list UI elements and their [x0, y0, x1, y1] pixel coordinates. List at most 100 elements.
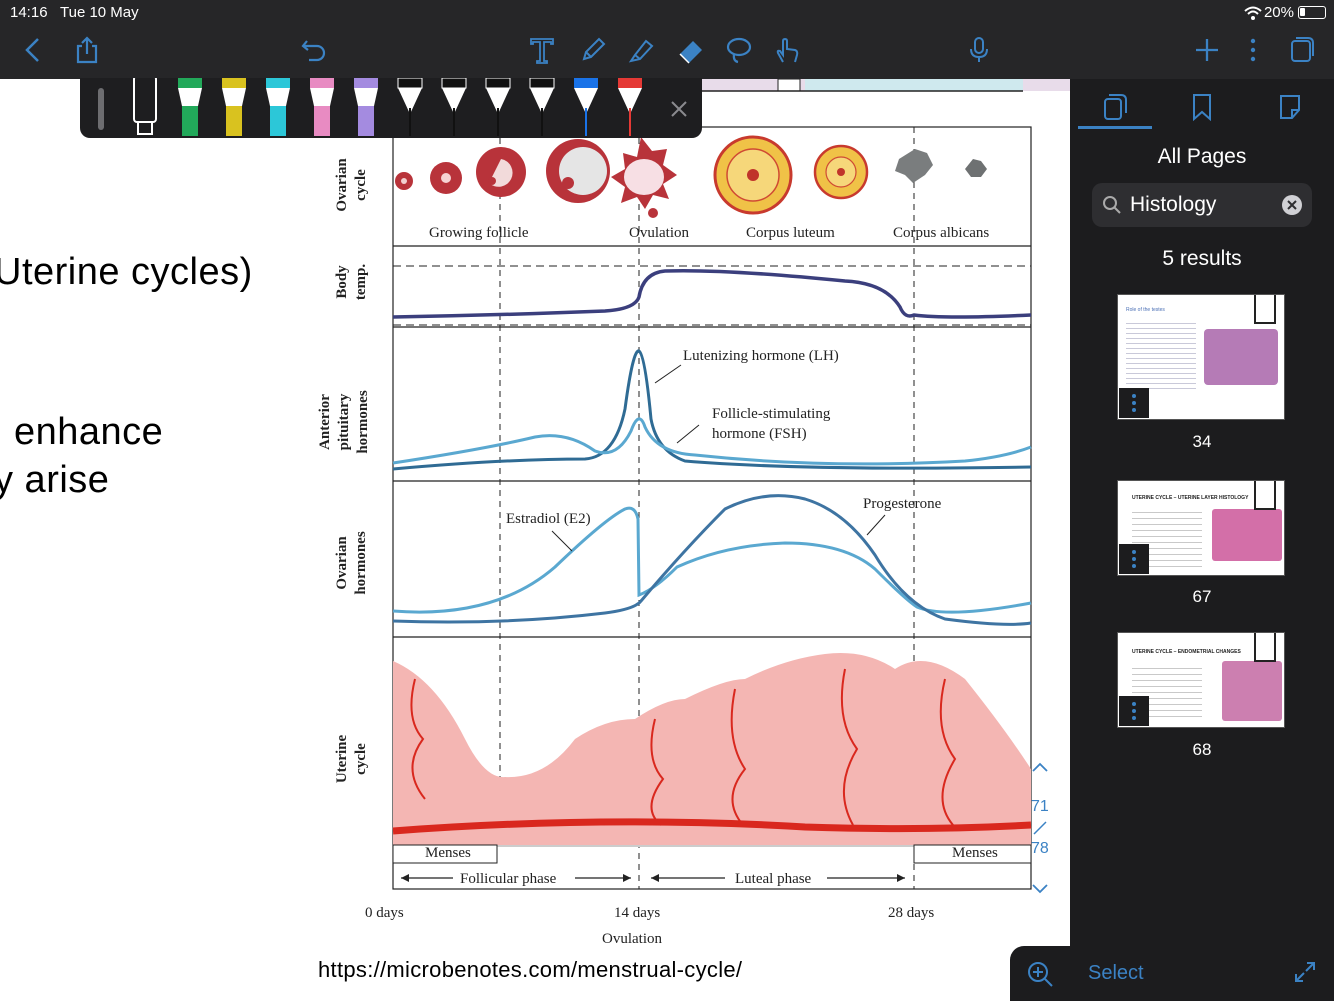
stage-label: Growing follicle [429, 225, 529, 241]
pen-marker-outline[interactable] [133, 78, 157, 135]
row-label: Body [334, 265, 350, 299]
axis-label-ovulation: Ovulation [602, 931, 662, 947]
slide-page: Uterine cycles) l enhance y arise [0, 79, 305, 1001]
zoom-button[interactable] [1010, 946, 1070, 1001]
pen-black-2[interactable] [441, 78, 467, 136]
page-thumbnail[interactable]: UTERINE CYCLE – ENDOMETRIAL CHANGES [1117, 632, 1285, 728]
pen-blue[interactable] [574, 78, 598, 136]
highlighter-pink[interactable] [310, 78, 334, 136]
estradiol-curve [392, 506, 1032, 614]
menses-label: Menses [425, 845, 471, 861]
pages-sidebar: All Pages Histology 5 results Role of th… [1070, 79, 1334, 1001]
slide-text-line: y arise [0, 459, 110, 501]
thumbnail-page-number: 68 [1192, 740, 1212, 759]
pen-black-1[interactable] [397, 78, 423, 136]
more-vertical-icon[interactable] [1236, 32, 1270, 68]
fsh-label: hormone (FSH) [712, 426, 807, 442]
back-chevron-icon[interactable] [16, 32, 50, 68]
battery-percent: 20% [1263, 4, 1294, 21]
menstrual-cycle-figure: Ovarian cycle Body temp. Anterior pituit… [305, 78, 1078, 949]
text-tool-icon[interactable] [525, 32, 559, 68]
row-label: temp. [353, 264, 369, 300]
undo-icon[interactable] [297, 32, 331, 68]
progesterone-curve [392, 494, 1032, 626]
battery-icon [1298, 6, 1326, 19]
stage-label: Corpus albicans [893, 225, 989, 241]
stage-label: Ovulation [629, 225, 689, 241]
share-icon[interactable] [70, 32, 104, 68]
palette-handle[interactable] [98, 88, 104, 130]
pen-black-4[interactable] [529, 78, 555, 136]
pages-tab-icon[interactable] [1086, 85, 1146, 129]
thumbnail-page-number: 67 [1192, 587, 1212, 606]
row-label: cycle [353, 169, 369, 201]
endometrium-illustration [392, 653, 1032, 847]
hand-touch-icon[interactable] [770, 32, 804, 68]
thumbnail-title: UTERINE CYCLE – ENDOMETRIAL CHANGES [1132, 649, 1241, 655]
eraser-icon[interactable] [674, 32, 708, 68]
wifi-icon [1244, 6, 1262, 20]
thumbnail-menu-icon[interactable] [1119, 696, 1149, 726]
thumbnail-title: Role of the testes [1126, 307, 1165, 313]
close-palette-icon[interactable] [670, 100, 688, 118]
pen-black-3[interactable] [485, 78, 511, 136]
highlighter-green[interactable] [178, 78, 202, 136]
page-up-icon[interactable] [1030, 760, 1050, 774]
active-tab-indicator [1078, 126, 1152, 129]
search-value: Histology [1130, 193, 1217, 216]
page-thumbnail[interactable]: Role of the testes [1117, 294, 1285, 420]
sidebar-heading: All Pages [1157, 145, 1247, 168]
status-time: 14:16 [10, 4, 48, 21]
row-label: pituitary [336, 393, 352, 450]
slide-text-line: l enhance [0, 411, 164, 453]
pages-icon[interactable] [1284, 32, 1318, 68]
expand-icon[interactable] [1294, 961, 1316, 983]
total-pages: 78 [1031, 840, 1049, 857]
top-toolbar: 14:16 Tue 10 May 20% [0, 0, 1334, 79]
search-icon [1103, 196, 1121, 214]
results-count: 5 results [1162, 247, 1242, 270]
row-label: Anterior [317, 394, 333, 450]
highlighter-yellow[interactable] [222, 78, 246, 136]
highlighter-purple[interactable] [354, 78, 378, 136]
current-page: 71 [1031, 798, 1049, 815]
row-label: cycle [353, 743, 369, 775]
page-indicator[interactable]: 71 78 [1028, 760, 1054, 900]
highlighter-icon[interactable] [624, 32, 658, 68]
luteal-phase-label: Luteal phase [735, 871, 812, 887]
thumbnail-menu-icon[interactable] [1119, 388, 1149, 418]
page-down-icon[interactable] [1030, 882, 1050, 896]
thumbnail-page-number: 34 [1192, 432, 1212, 451]
stage-label: Corpus luteum [746, 225, 835, 241]
microphone-icon[interactable] [962, 32, 996, 68]
page-thumbnail[interactable]: UTERINE CYCLE – UTERINE LAYER HISTOLOGY [1117, 480, 1285, 576]
document-canvas[interactable]: Uterine cycles) l enhance y arise [0, 78, 1078, 1001]
row-label: Uterine [334, 735, 350, 784]
select-button[interactable]: Select [1088, 962, 1144, 984]
lasso-icon[interactable] [722, 32, 756, 68]
page-divider [1033, 821, 1047, 835]
highlighter-cyan[interactable] [266, 78, 290, 136]
pencil-icon[interactable] [576, 32, 610, 68]
plus-icon[interactable] [1190, 32, 1224, 68]
source-url[interactable]: https://microbenotes.com/menstrual-cycle… [318, 957, 743, 982]
menses-label: Menses [952, 845, 998, 861]
status-date: Tue 10 May [60, 4, 139, 21]
pen-palette [80, 78, 702, 138]
thumbnail-title: UTERINE CYCLE – UTERINE LAYER HISTOLOGY [1132, 495, 1249, 501]
row-label: Ovarian [334, 158, 350, 212]
search-input[interactable]: Histology [1092, 183, 1312, 227]
row-label: hormones [355, 390, 371, 453]
follicular-phase-label: Follicular phase [460, 871, 557, 887]
bookmark-icon [1254, 295, 1276, 324]
fsh-curve [392, 417, 1032, 466]
clear-search-icon[interactable] [1282, 195, 1302, 215]
outline-tab-icon[interactable] [1260, 85, 1320, 129]
row-label: Ovarian [334, 536, 350, 590]
thumbnail-menu-icon[interactable] [1119, 544, 1149, 574]
bookmarks-tab-icon[interactable] [1172, 85, 1232, 129]
axis-label-day14: 14 days [614, 905, 660, 921]
pen-red[interactable] [618, 78, 642, 136]
slide-text-line: Uterine cycles) [0, 251, 253, 293]
